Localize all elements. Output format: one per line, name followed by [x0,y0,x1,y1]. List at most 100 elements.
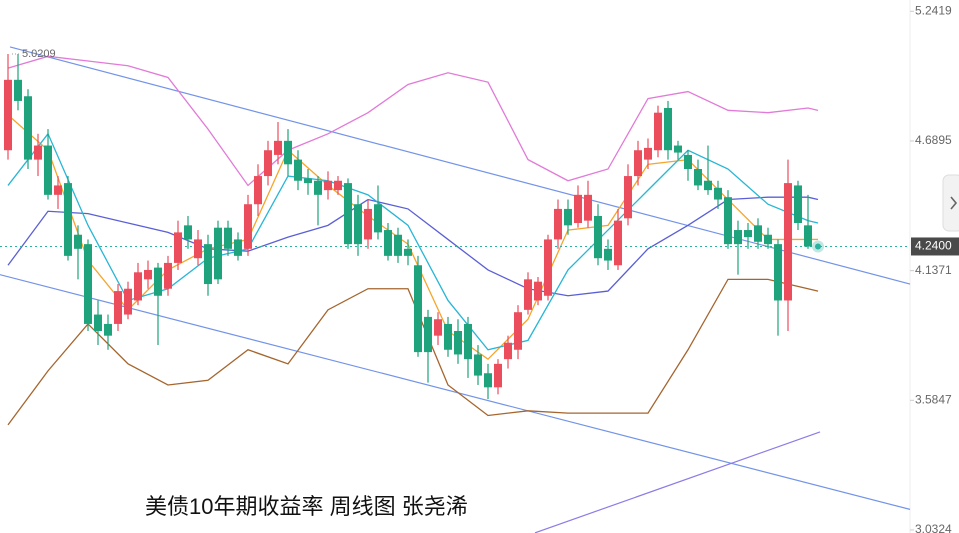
y-tick-label: 5.2419 [915,3,952,17]
candle-body [34,145,42,160]
candle-body [174,232,182,263]
candle-body [794,185,802,224]
candle-body [544,239,552,296]
candle-body [534,281,542,301]
candle-body [394,234,402,256]
candle-body [184,225,192,240]
candle-body [434,319,442,336]
candle-body [614,220,622,266]
candle-body [274,140,282,155]
candle-body [214,227,222,280]
candle-body [264,150,272,177]
candle-body [374,204,382,233]
candle-body [194,239,202,259]
side-tab-bg[interactable] [942,174,959,232]
candle-body [244,204,252,249]
candle-body [784,183,792,301]
y-tick-label: 3.0324 [915,522,952,533]
candle-body [484,373,492,388]
candle-body [624,176,632,219]
candle-body [304,178,312,184]
candle-body [674,145,682,153]
y-tick-label: 4.1371 [915,263,952,277]
candle-body [134,272,142,301]
candle-body [354,204,362,245]
candle-body [14,79,22,101]
candle-body [684,154,692,170]
candle-body [104,323,112,336]
candle-body [634,150,642,177]
side-tab[interactable] [942,174,959,232]
chart-title: 美债10年期收益率 周线图 张尧浠 [145,494,468,519]
candle-body [344,183,352,245]
candle-body [364,208,372,240]
candle-body [254,176,262,205]
candle-body [234,239,242,256]
candle-body [494,363,502,388]
candle-body [574,194,582,224]
candle-body [114,291,122,324]
last-dot [815,243,821,250]
candle-body [554,208,562,240]
price-tag-bg [911,237,959,256]
candle-body [714,187,722,200]
candle-body [764,234,772,245]
candle-body [564,208,572,226]
candle-body [734,230,742,245]
candle-body [4,79,12,151]
candle-body [404,248,412,256]
candle-body [514,312,522,350]
candle-body [724,197,732,245]
candle-body [54,185,62,195]
candle-body [654,112,662,151]
candle-body [84,244,92,324]
candle-body [744,230,752,238]
trend-line [0,274,911,510]
candle-body [74,234,82,249]
candle-body [414,265,422,353]
candle-body [504,342,512,360]
candle-body [164,262,172,289]
candle-body [314,180,322,195]
candle-body [464,323,472,360]
candle-body [124,288,132,315]
candle-body [224,227,232,249]
overlay-line [7,132,819,351]
candle-body [64,183,72,256]
candle-body [294,159,302,181]
candle-body [154,267,162,296]
candle-body [324,180,332,191]
candle-body [754,225,762,242]
candle-body [694,169,702,186]
candle-body [204,244,212,285]
candle-body [424,316,432,353]
candle-body [444,323,452,350]
candle-body [474,354,482,376]
trend-line [534,431,821,533]
candle-body [774,244,782,301]
high-label: 5.0209 [22,48,56,60]
candle-body [664,107,672,151]
price-tag-label: 4.2400 [915,239,952,253]
y-tick-label: 3.5847 [915,392,952,406]
y-tick-label: 4.6895 [915,133,952,147]
candle-body [44,145,52,195]
candle-body [454,330,462,355]
candle-body [604,248,612,261]
candle-body [594,215,602,259]
candle-body [644,147,652,160]
overlay-line [7,196,819,297]
candle-body [524,279,532,310]
candle-body [704,180,712,191]
candle-body [334,180,342,191]
candle-body [24,96,32,160]
candle-body [144,269,152,280]
trend-line [9,46,911,285]
candle-body [584,194,592,221]
candle-body [804,225,812,247]
overlay-line [7,114,818,360]
side-tab-arrow[interactable] [950,196,958,210]
candle-body [284,140,292,165]
